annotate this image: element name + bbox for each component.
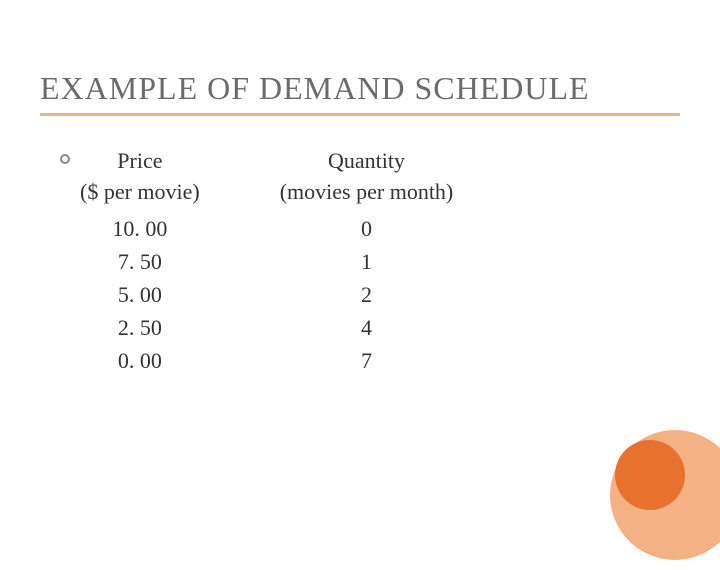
price-column: Price ($ per movie) 10. 00 7. 50 5. 00 2…: [80, 146, 200, 377]
table-cell: 5. 00: [80, 278, 200, 311]
table-cell: 4: [280, 311, 454, 344]
slide: EXAMPLE OF DEMAND SCHEDULE Price ($ per …: [0, 0, 720, 540]
table-cell: 1: [280, 245, 454, 278]
table-cell: 2: [280, 278, 454, 311]
slide-title: EXAMPLE OF DEMAND SCHEDULE: [40, 70, 680, 107]
corner-decoration: [590, 410, 720, 570]
table-cell: 10. 00: [80, 212, 200, 245]
col-header-quantity: Quantity: [280, 146, 454, 177]
table-columns: Price ($ per movie) 10. 00 7. 50 5. 00 2…: [80, 146, 453, 377]
title-underline: [40, 113, 680, 116]
col-subheader-quantity: (movies per month): [280, 177, 454, 208]
col-subheader-price: ($ per movie): [80, 177, 200, 208]
content-area: Price ($ per movie) 10. 00 7. 50 5. 00 2…: [40, 146, 680, 377]
col-header-price: Price: [80, 146, 200, 177]
table-cell: 7: [280, 344, 454, 377]
bullet-icon: [60, 154, 70, 164]
table-cell: 0. 00: [80, 344, 200, 377]
circle-inner: [615, 440, 685, 510]
table-cell: 2. 50: [80, 311, 200, 344]
table-cell: 0: [280, 212, 454, 245]
quantity-column: Quantity (movies per month) 0 1 2 4 7: [280, 146, 454, 377]
table-cell: 7. 50: [80, 245, 200, 278]
